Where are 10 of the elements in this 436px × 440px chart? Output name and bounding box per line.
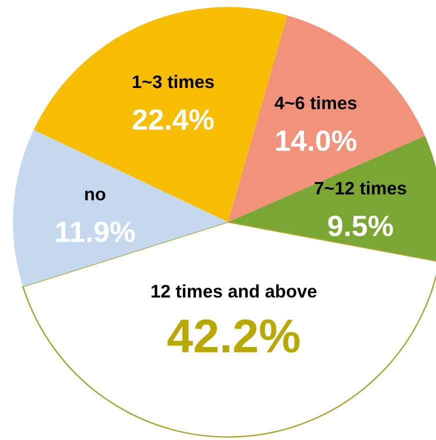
data-label: 22.4% (132, 109, 214, 130)
slice-label: 7~12 times (314, 181, 406, 195)
data-label: 14.0% (276, 130, 356, 152)
slice-label: no (85, 190, 106, 200)
data-label: 11.9% (56, 222, 135, 242)
data-label: 42.2% (168, 319, 300, 353)
slice-label: 4~6 times (274, 96, 356, 110)
slice-label: 1~3 times (132, 74, 214, 88)
data-label: 9.5% (328, 216, 393, 236)
slice-label: 12 times and above (152, 284, 316, 298)
